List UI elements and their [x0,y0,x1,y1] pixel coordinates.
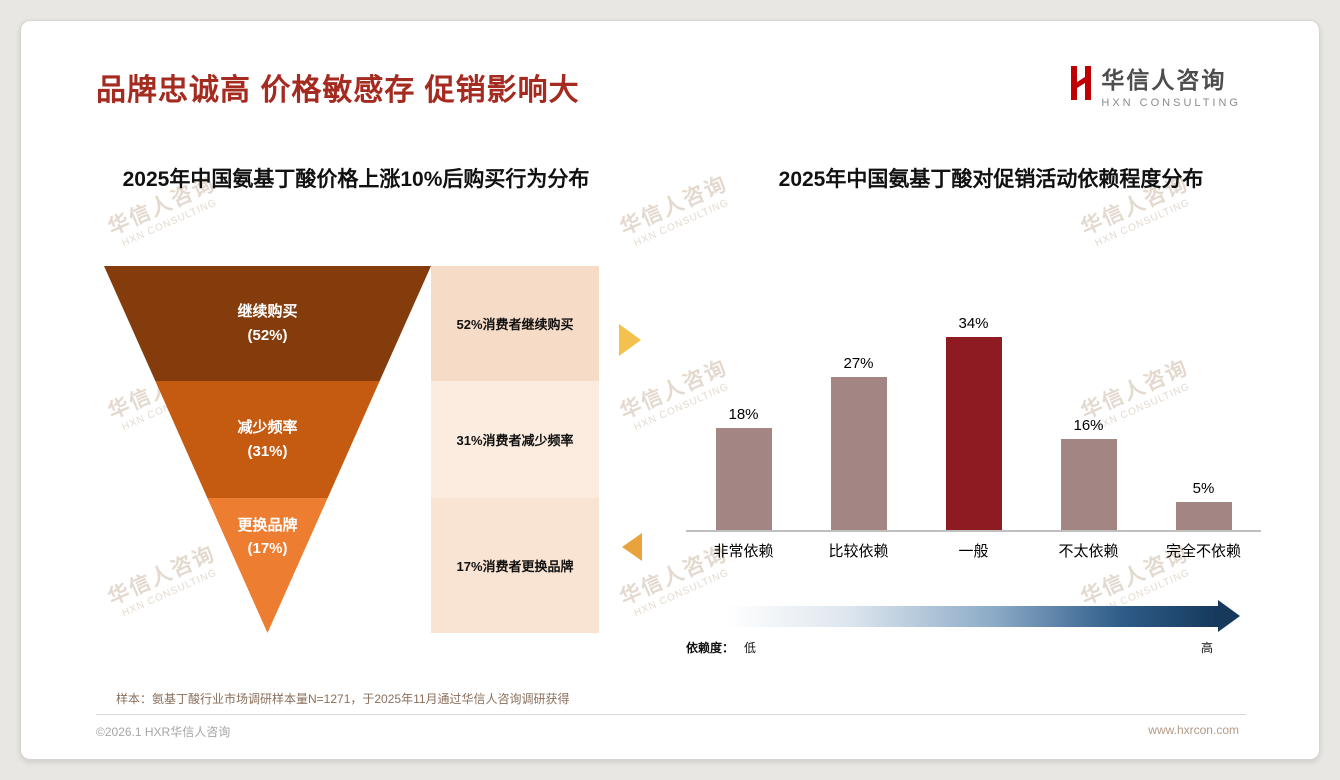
dependency-prefix-label: 依赖度： [686,641,735,655]
logo-name: 华信人咨询 [1101,67,1227,93]
sample-footnote: 样本：氨基丁酸行业市场调研样本量N=1271，于2025年11月通过华信人咨询调… [116,692,570,706]
funnel-annotations: 52%消费者继续购买 31%消费者减少频率 17%消费者更换品牌 [431,266,599,633]
bar-column: 5% [1146,309,1261,530]
funnel-stage-1: 继续购买 (52%) [104,266,431,381]
dependency-axis-labels: 依赖度： 低 高 [686,639,1261,657]
funnel-stage-2-label: 减少频率 [237,419,298,437]
slide-card: 华信人咨询 HXN CONSULTING 华信人咨询 HXN CONSULTING 华信… [20,20,1320,760]
bar-category-label: 不太依赖 [1058,543,1119,560]
footer-divider [96,714,1246,715]
bar [1175,502,1232,530]
funnel-stage-3-pct: (17%) [247,540,288,558]
company-logo: 华信人咨询 HXN CONSULTING [1069,61,1241,109]
copyright-text: ©2026.1 HXR华信人咨询 [96,725,231,739]
connector-arrow-left-icon [622,533,642,561]
funnel-annotation-3: 17%消费者更换品牌 [431,498,599,633]
funnel-stage-1-pct: (52%) [247,326,288,344]
bar-column: 16% [1031,309,1146,530]
bar-chart: 18% 27% 34% 16% 5% [686,309,1261,532]
logo-mark-icon [1069,63,1093,108]
bar-category-label: 非常依赖 [713,543,774,560]
bar-value-label: 34% [958,315,989,332]
website-url: www.hxrcon.com [1148,723,1239,737]
page-title: 品牌忠诚高 价格敏感存 促销影响大 [96,74,580,107]
dependency-gradient-arrow-icon [726,600,1240,632]
bar-column: 18% [686,309,801,530]
bar-value-label: 27% [843,355,874,372]
funnel-stage-3: 更换品牌 (17%) [207,498,328,633]
dependency-high-label: 高 [1200,641,1213,655]
bar-category-label: 完全不依赖 [1165,543,1241,560]
funnel-chart-title: 2025年中国氨基丁酸价格上涨10%后购买行为分布 [122,168,590,191]
bar-value-label: 18% [728,406,759,423]
bar [1060,439,1117,530]
bar-value-label: 5% [1192,480,1215,497]
connector-arrow-right-icon [619,324,641,356]
bar-chart-title: 2025年中国氨基丁酸对促销活动依赖程度分布 [778,168,1204,191]
bar-column: 34% [916,309,1031,530]
funnel-stage-3-label: 更换品牌 [237,517,298,534]
bar [715,428,772,530]
funnel-stage-1-label: 继续购买 [237,303,298,321]
bar-category-label: 一般 [958,543,989,560]
funnel-annotation-1: 52%消费者继续购买 [431,266,599,381]
bar-highlighted [945,337,1002,530]
bar-category-label: 比较依赖 [828,543,889,560]
funnel-chart: 继续购买 (52%) 减少频率 (31%) 更换品牌 (17%) [104,266,431,633]
funnel-stage-2: 减少频率 (31%) [155,381,380,498]
bar-value-label: 16% [1073,417,1104,434]
funnel-stage-2-pct: (31%) [247,442,288,460]
bar-column: 27% [801,309,916,530]
funnel-annotation-2: 31%消费者减少频率 [431,381,599,498]
dependency-low-label: 低 [744,641,757,655]
bar-chart-categories: 非常依赖 比较依赖 一般 不太依赖 完全不依赖 [686,540,1261,561]
bar [830,377,887,530]
logo-tagline: HXN CONSULTING [1101,97,1241,109]
